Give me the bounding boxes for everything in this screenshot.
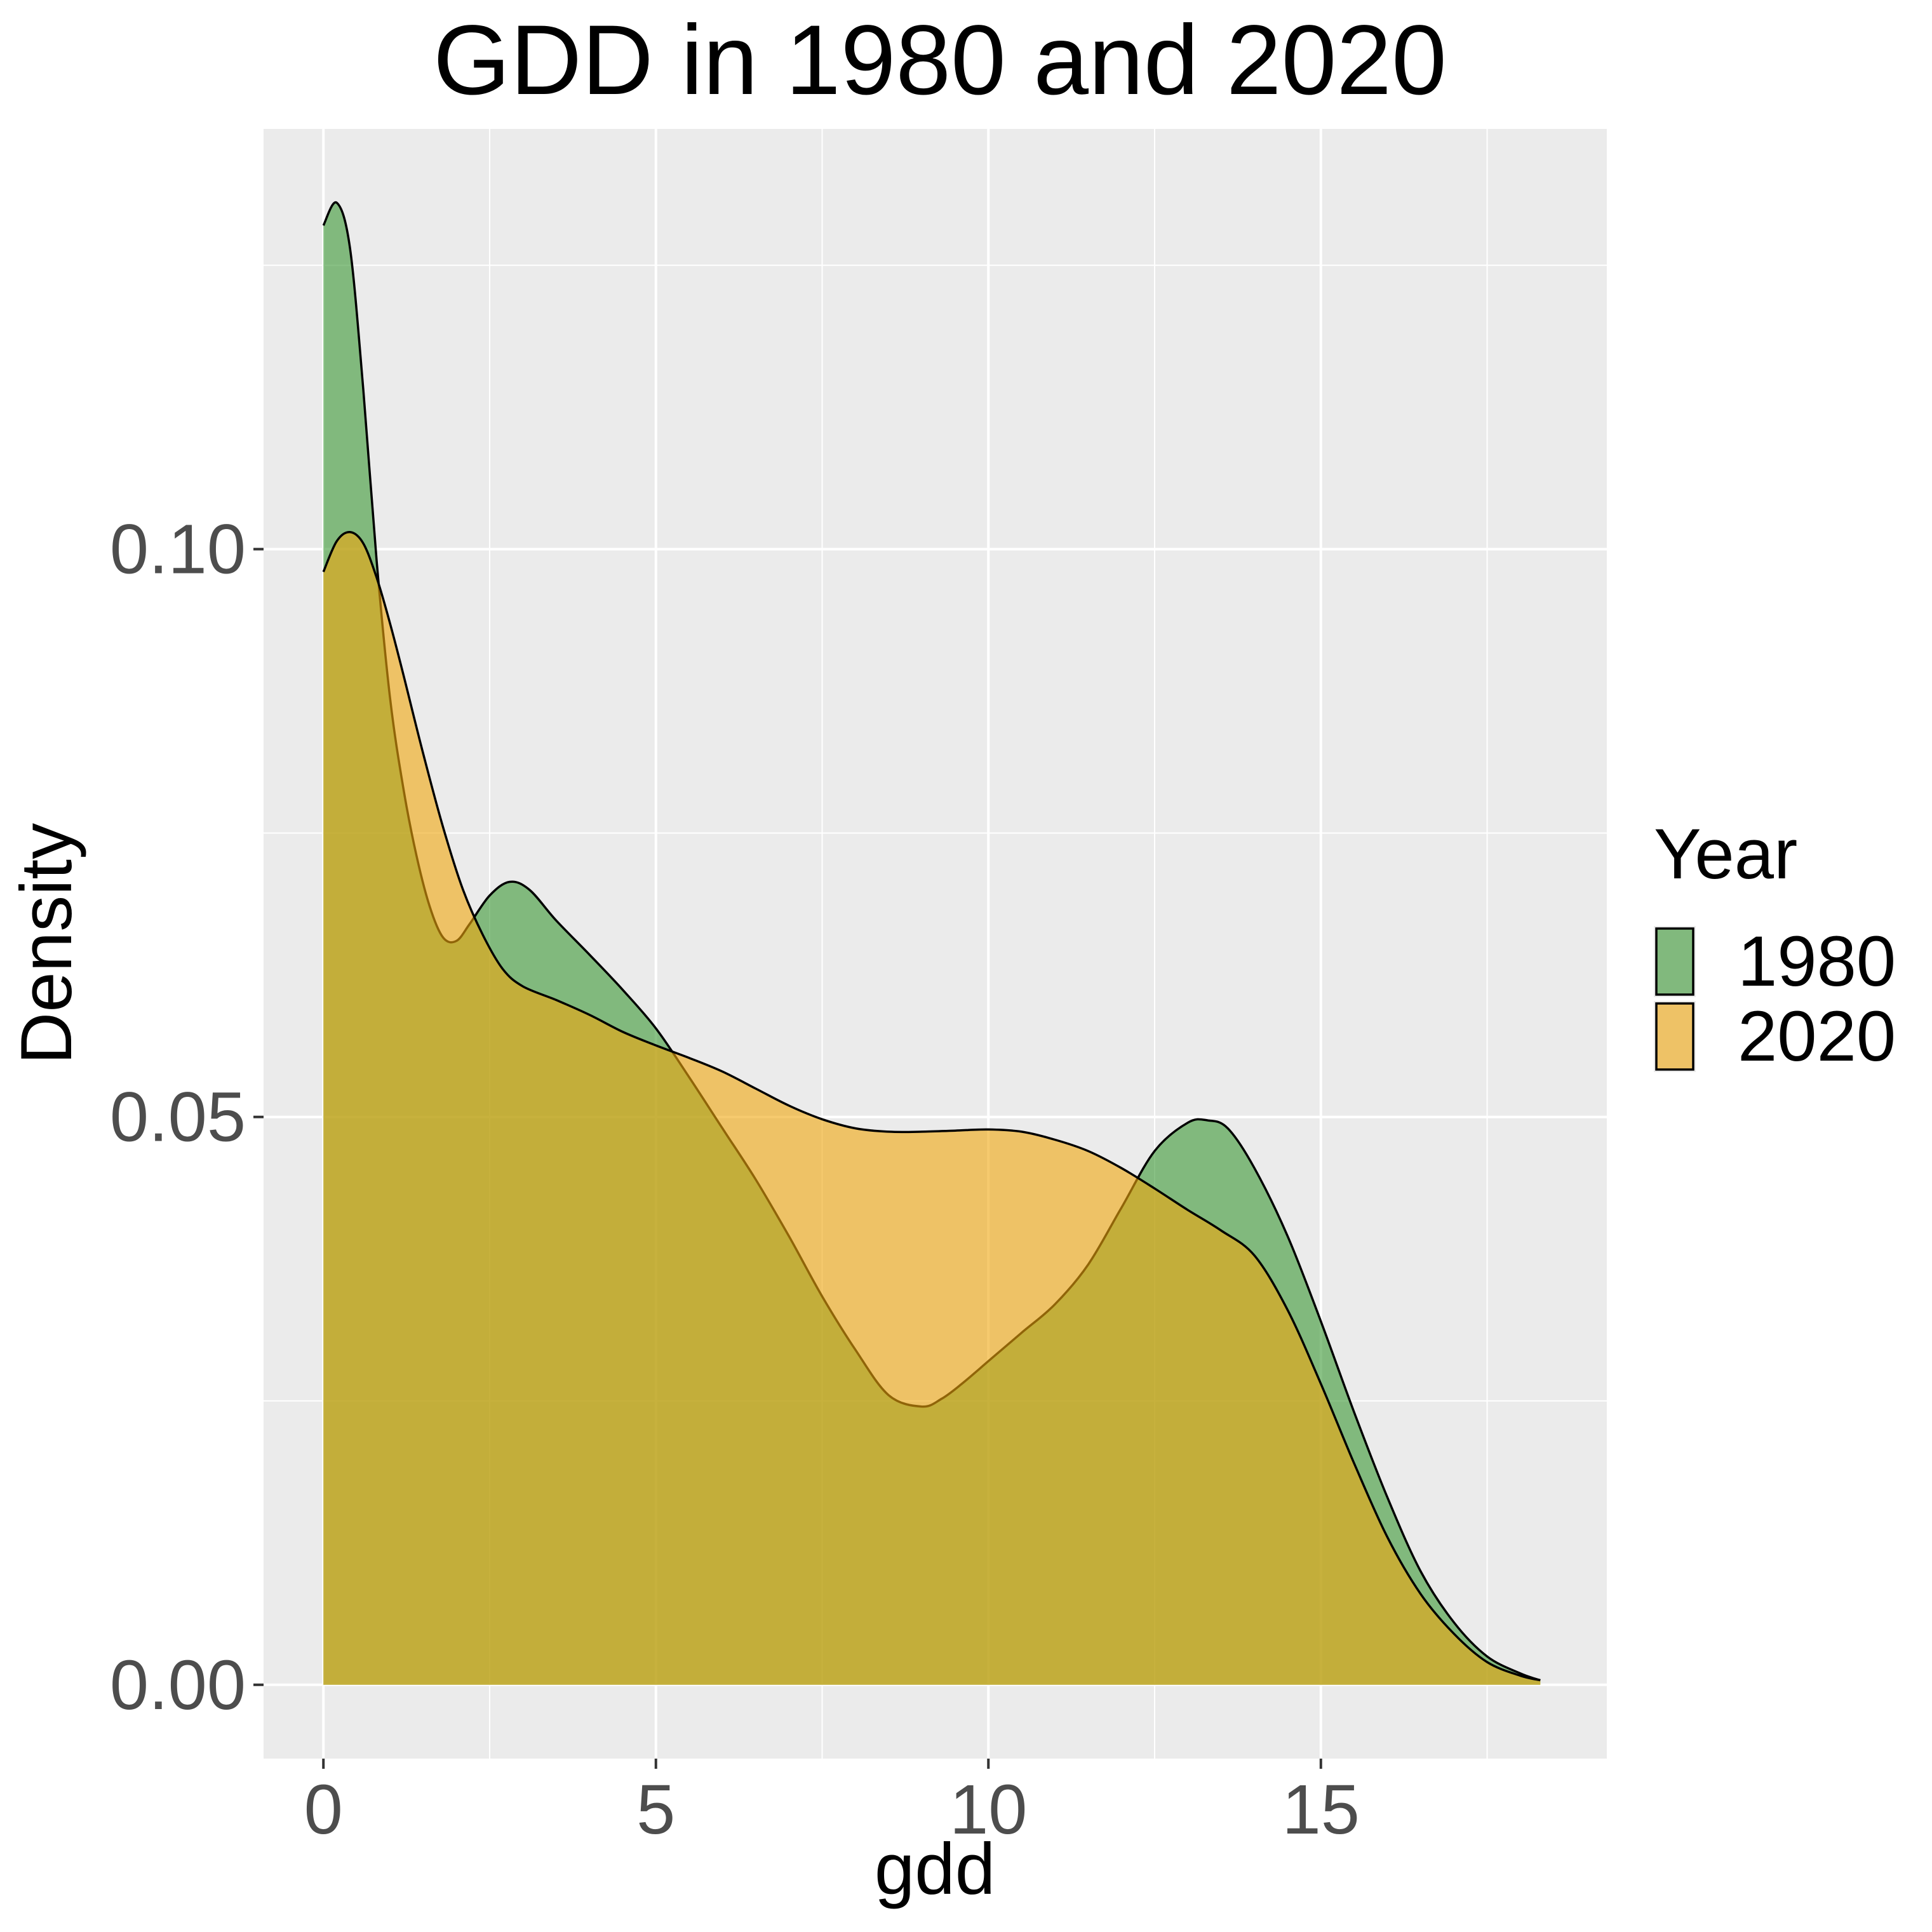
y-axis-title: Density bbox=[6, 823, 87, 1064]
legend-swatch-1980 bbox=[1655, 927, 1694, 996]
x-tick-label: 10 bbox=[949, 1771, 1027, 1849]
density-areas bbox=[322, 201, 1541, 1685]
x-tick-label: 0 bbox=[304, 1771, 343, 1849]
axes: 0.00 0.05 0.10 0 5 10 15 bbox=[110, 511, 1360, 1849]
x-tick-label: 15 bbox=[1282, 1771, 1360, 1849]
density-area-2020 bbox=[323, 532, 1541, 1685]
legend-label-2020: 2020 bbox=[1738, 996, 1896, 1076]
legend-label-1980: 1980 bbox=[1738, 922, 1896, 1001]
chart-title: GDD in 1980 and 2020 bbox=[433, 5, 1447, 116]
y-tick-label: 0.05 bbox=[110, 1078, 246, 1157]
legend-title: Year bbox=[1654, 814, 1797, 894]
y-tick-label: 0.00 bbox=[110, 1646, 246, 1724]
legend-swatch-2020 bbox=[1655, 1002, 1694, 1071]
density-line-2020 bbox=[322, 531, 1541, 1682]
x-axis-title: gdd bbox=[875, 1829, 995, 1910]
x-tick-label: 5 bbox=[636, 1771, 675, 1849]
y-tick-label: 0.10 bbox=[110, 511, 246, 589]
